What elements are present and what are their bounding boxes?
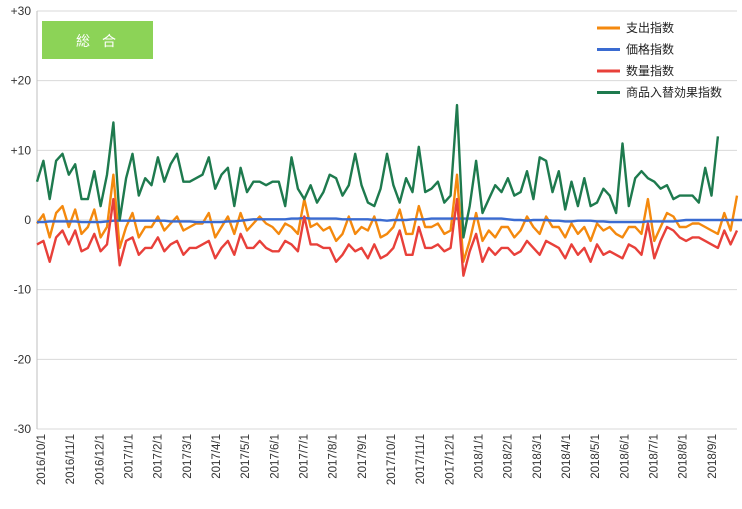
- y-axis: +30 +20 +10 0 -10 -20 -30: [11, 4, 32, 436]
- y-tick-label: -10: [14, 283, 32, 297]
- x-tick-label: 2018/8/1: [678, 434, 690, 479]
- x-tick-label: 2017/9/1: [357, 434, 369, 479]
- x-tick-label: 2018/2/1: [503, 434, 515, 479]
- x-tick-label: 2017/10/1: [386, 434, 398, 485]
- x-tick-label: 2017/5/1: [240, 434, 252, 479]
- x-tick-label: 2017/8/1: [328, 434, 340, 479]
- series-line: [37, 216, 742, 224]
- x-tick-label: 2017/2/1: [153, 434, 165, 479]
- x-tick-label: 2018/9/1: [707, 434, 719, 479]
- x-tick-label: 2018/6/1: [619, 434, 631, 479]
- x-tick-label: 2018/1/1: [474, 434, 486, 479]
- x-tick-label: 2017/7/1: [299, 434, 311, 479]
- series-line: [36, 173, 739, 263]
- y-tick-label: -20: [14, 352, 32, 366]
- legend-label: 商品入替効果指数: [626, 85, 722, 100]
- x-tick-label: 2018/5/1: [590, 434, 602, 479]
- x-tick-label: 2017/11/1: [415, 434, 427, 484]
- x-tick-label: 2016/10/1: [36, 434, 48, 485]
- x-tick-label: 2016/12/1: [94, 434, 106, 485]
- legend-label: 数量指数: [626, 63, 674, 78]
- y-tick-label: +30: [11, 4, 32, 18]
- series-line: [36, 197, 739, 277]
- x-tick-label: 2018/4/1: [561, 434, 573, 479]
- y-tick-label: -30: [14, 422, 32, 436]
- x-tick-label: 2017/3/1: [182, 434, 194, 479]
- x-axis: 2016/10/1 2016/11/1 2016/12/1 2017/1/1 2017/…: [36, 434, 719, 485]
- y-tick-label: +10: [11, 143, 32, 157]
- x-tick-label: 2018/3/1: [532, 434, 544, 479]
- x-tick-label: 2017/4/1: [211, 434, 223, 479]
- legend-label: 価格指数: [626, 42, 674, 57]
- legend-label: 支出指数: [626, 20, 674, 35]
- badge-label: 総合: [76, 33, 128, 49]
- x-tick-label: 2017/12/1: [444, 434, 456, 485]
- y-tick-label: +20: [11, 74, 32, 88]
- series-line: [35, 103, 720, 239]
- x-tick-label: 2017/6/1: [269, 434, 281, 479]
- plot-area: [35, 103, 742, 277]
- x-tick-label: 2017/1/1: [124, 434, 136, 479]
- x-tick-label: 2018/7/1: [649, 434, 661, 479]
- x-tick-label: 2016/11/1: [65, 434, 77, 484]
- y-tick-label: 0: [24, 213, 31, 227]
- badge-background: [42, 21, 153, 59]
- chart-badge: 総合: [42, 21, 153, 59]
